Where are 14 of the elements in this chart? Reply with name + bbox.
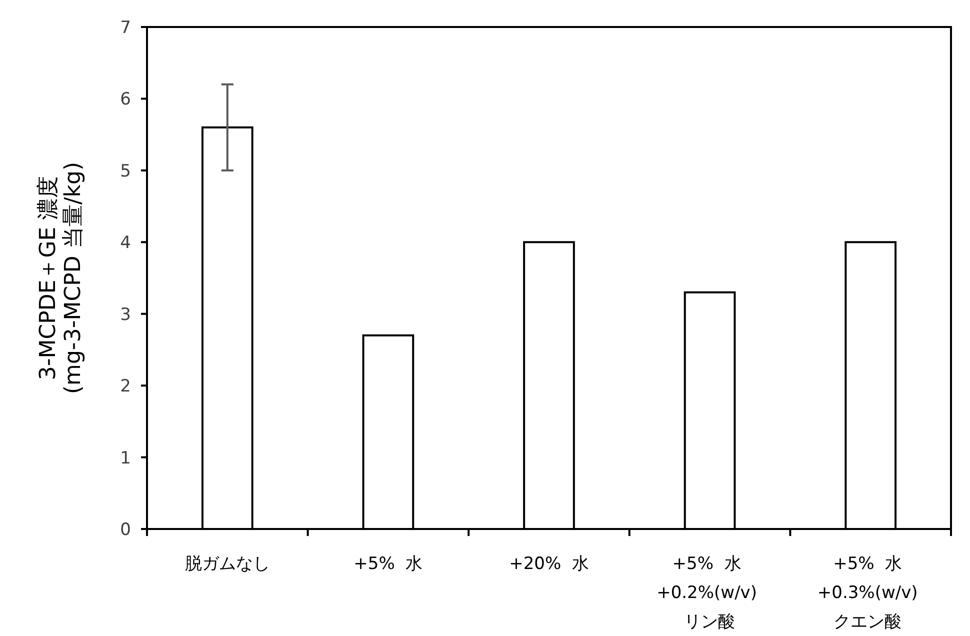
y-tick-label: 1 <box>120 448 131 468</box>
x-tick-label: +5% 水 +0.2%(w/v) リン酸 <box>656 554 757 632</box>
y-tick-label: 4 <box>120 233 131 254</box>
x-tick-label: +5% 水 +0.3%(w/v) クエン酸 <box>817 554 918 632</box>
x-tick-label: +5% 水 <box>354 554 423 574</box>
y-tick-label: 2 <box>120 376 131 397</box>
y-tick-label: 7 <box>120 18 131 38</box>
y-tick-label: 6 <box>120 90 131 110</box>
y-axis-title: 3-MCPDE＋GE 濃度 (mg-3-MCPD 当量/kg) <box>36 162 86 394</box>
x-tick-label: 脱ガムなし <box>184 554 270 574</box>
y-tick-label: 3 <box>120 304 131 325</box>
y-tick-label: 0 <box>120 520 131 540</box>
y-tick-label: 5 <box>120 161 131 182</box>
x-tick-label: +20% 水 <box>509 554 589 574</box>
